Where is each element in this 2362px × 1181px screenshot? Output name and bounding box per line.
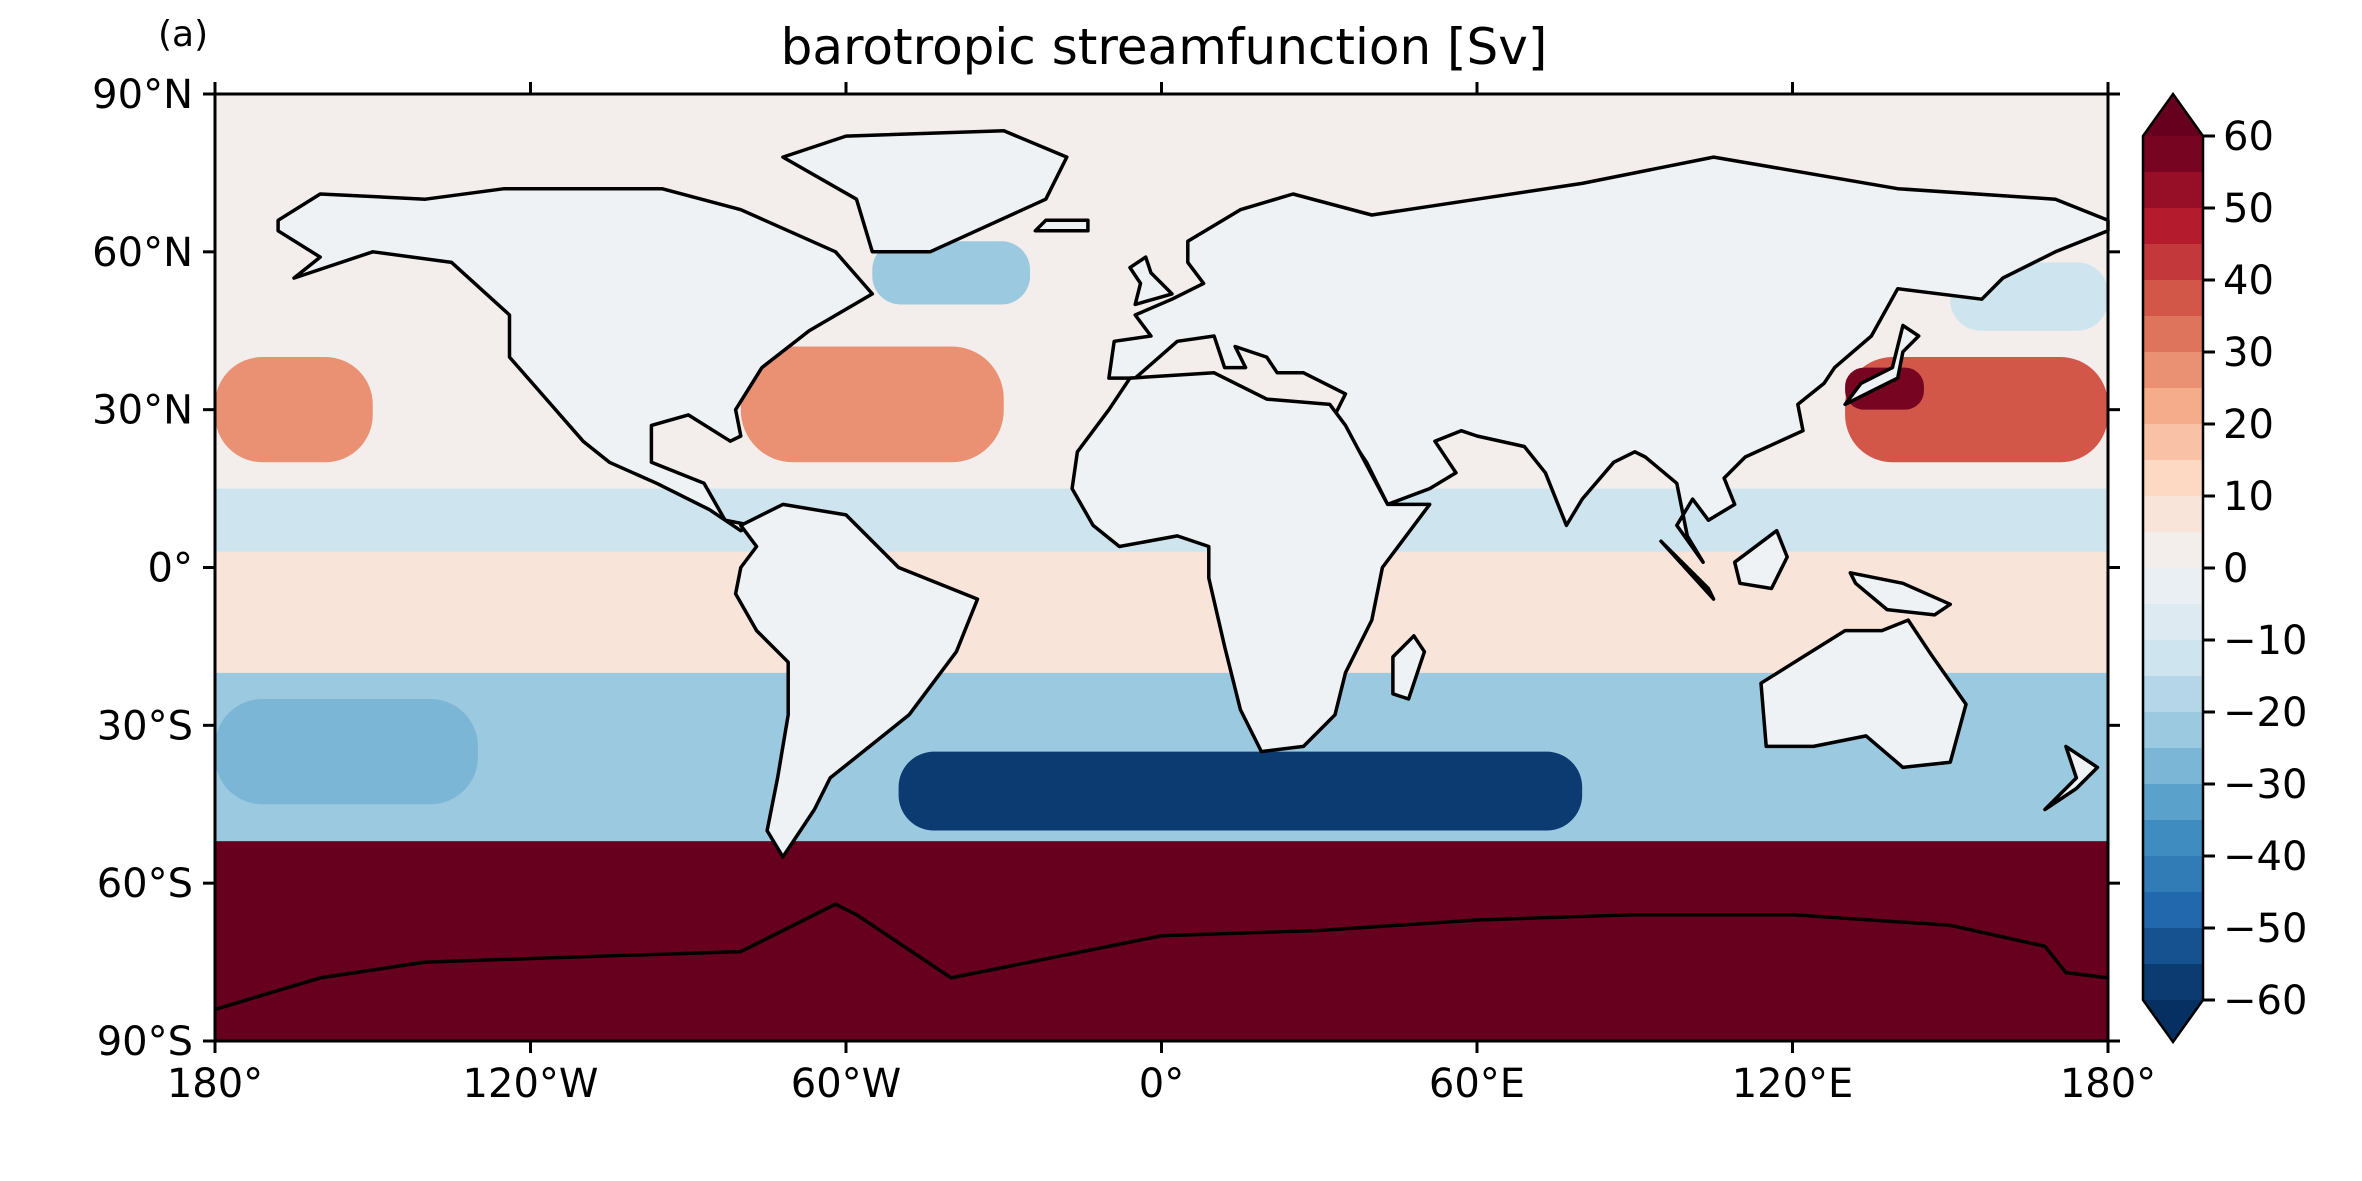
field-region [872,241,1031,305]
panel-label: (a) [158,14,208,55]
field-region [215,841,2108,1041]
colorbar: 60 50 40 30 20 10 0 −10 −20 −30 −40 −50 −60 [2141,91,2307,1045]
chart-title: barotropic streamfunction [Sv] [781,18,1548,76]
colorbar-tick-label: 50 [2223,186,2274,232]
colorbar-segment [2143,892,2203,929]
japan-outline [1843,323,1921,407]
x-tick-label: 0° [1139,1061,1184,1107]
colorbar-extend-max [2143,94,2203,136]
colorbar-segment [2143,856,2203,893]
colorbar-segment [2143,352,2203,389]
colorbar-segment [2143,568,2203,605]
x-tick-label: 180° [2060,1061,2156,1107]
colorbar-tick-label: −10 [2223,618,2307,664]
latitude-axis: 90°N 60°N 30°N 0° 30°S 60°S 90°S [92,72,2120,1065]
colorbar-segment [2143,640,2203,677]
north-america-outline [276,186,875,533]
colorbar-segment [2143,136,2203,173]
colorbar-segment [2143,604,2203,641]
y-tick-label: 90°N [92,72,193,118]
madagascar-outline [1391,634,1427,701]
greenland-outline [781,129,1069,254]
colorbar-tick-label: −60 [2223,978,2307,1024]
field-region [215,699,478,805]
x-tick-label: 60°W [791,1061,901,1107]
colorbar-segment [2143,784,2203,821]
colorbar-tick-label: −20 [2223,690,2307,736]
field-region [1845,367,1924,410]
colorbar-segment [2143,244,2203,281]
field-region [898,751,1583,831]
colorbar-segment [2143,280,2203,317]
new-guinea-outline [1848,571,1953,617]
colorbar-segment [2143,172,2203,209]
field-region [215,357,373,463]
colorbar-segment [2143,424,2203,461]
colorbar-segment [2143,208,2203,245]
y-tick-label: 90°S [97,1019,193,1065]
sumatra-outline [1659,539,1716,601]
y-tick-label: 60°N [92,230,193,276]
y-tick-label: 60°S [97,861,193,907]
colorbar-segment [2143,676,2203,713]
antarctica-outline [214,902,2109,1012]
colorbar-segment [2143,820,2203,857]
colorbar-tick-label: −50 [2223,906,2307,952]
africa-outline [1070,371,1432,754]
colorbar-segment [2143,496,2203,533]
continent-outlines [214,129,2110,1012]
colorbar-tick-label: 20 [2223,402,2274,448]
colorbar-segment [2143,460,2203,497]
x-tick-label: 120°W [463,1061,599,1107]
colorbar-segment [2143,964,2203,1001]
map-plot-area [213,92,2110,1043]
colorbar-segment [2143,316,2203,353]
colorbar-tick-label: −40 [2223,834,2307,880]
colorbar-extend-min [2143,1000,2203,1042]
colorbar-tick-label: 0 [2223,546,2248,592]
x-tick-label: 120°E [1732,1061,1854,1107]
field-region [215,551,2108,673]
y-tick-label: 30°S [97,703,193,749]
field-region [740,346,1004,463]
borneo-outline [1732,528,1789,591]
x-tick-label: 60°E [1429,1061,1525,1107]
colorbar-segment [2143,928,2203,965]
iceland-outline [1033,218,1090,233]
colorbar-segment [2143,388,2203,425]
uk-outline [1128,255,1174,307]
new-zealand-outline [2043,744,2100,812]
australia-outline [1759,618,1968,770]
colorbar-tick-label: −30 [2223,762,2307,808]
colorbar-segment [2143,748,2203,785]
colorbar-segment [2143,712,2203,749]
colorbar-tick-label: 60 [2223,114,2274,160]
y-tick-label: 30°N [92,388,193,434]
colorbar-tick-label: 40 [2223,258,2274,304]
south-america-outline [733,502,980,859]
x-tick-label: 180° [167,1061,263,1107]
colorbar-segment [2143,532,2203,569]
colorbar-tick-label: 30 [2223,330,2274,376]
eurasia-outline [1107,155,2110,564]
longitude-axis: 180° 120°W 60°W 0° 60°E 120°E 180° [167,82,2156,1107]
y-tick-label: 0° [148,546,193,592]
colorbar-tick-label: 10 [2223,474,2274,520]
